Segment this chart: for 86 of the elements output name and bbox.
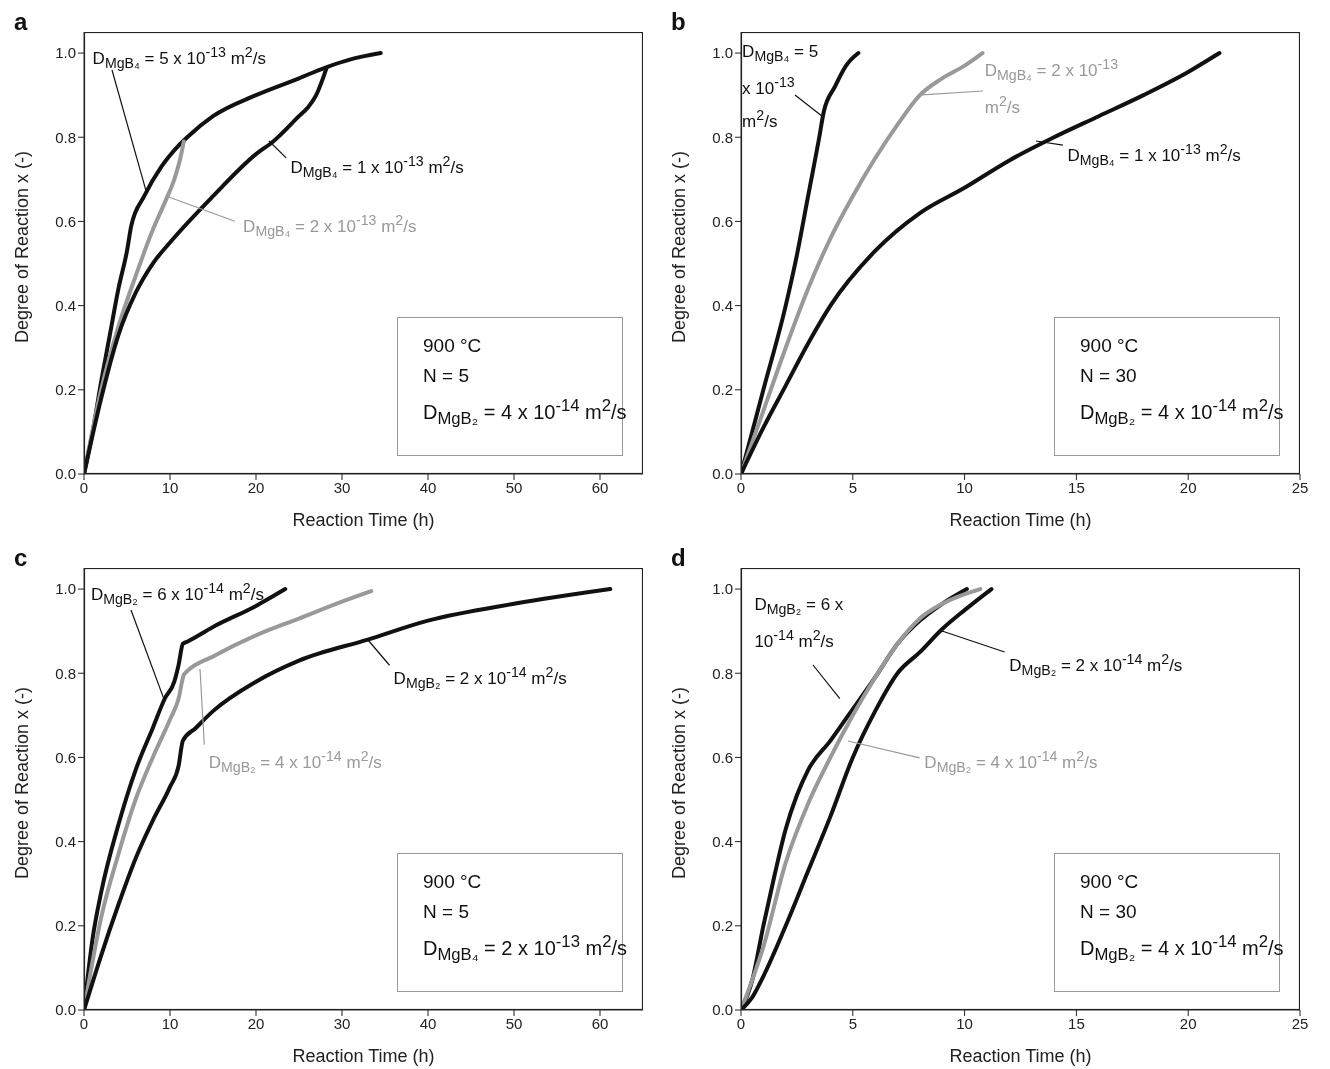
x-tick-label: 25 [1291,478,1309,496]
x-tick-label: 10 [161,1014,179,1032]
chart-title: c [14,544,28,572]
series-label: D$_{MgB₂}$ = 6 x 10$^{-14}$ m$^{2}$/s [90,580,264,608]
annotation: N = 5 [423,365,469,387]
x-tick-label: 15 [1068,478,1085,496]
x-tick-label: 50 [505,478,523,496]
annotation: N = 30 [1080,901,1137,923]
chart-title: d [671,544,686,572]
y-axis-title: Degree of Reaction x (-) [12,150,33,343]
y-tick-label: 0.8 [55,664,76,682]
x-tick-label: 15 [1068,1014,1085,1032]
x-tick-label: 20 [247,478,265,496]
annotation: D$_{MgB₂}$ = 4 x 10$^{-14}$ m$^{2}$/s [423,396,627,428]
y-tick-label: 0.4 [712,832,733,850]
x-tick-label: 60 [591,1014,609,1032]
x-axis-title: Reaction Time (h) [949,510,1092,530]
x-tick-label: 20 [247,1014,265,1032]
y-tick-label: 0.2 [55,917,76,935]
legend-label: D$_{MgB₄}$ = 1 x 10$^{-13}$ m$^{2}$/s [1067,140,1241,168]
y-tick-label: 0.8 [712,128,733,146]
annotation: 900 °C [423,335,482,357]
text: D$_{MgB₄}$ = 2 x 10$^{-13}$ m$^{2}$/s [984,56,1119,118]
chart-title: a [14,8,28,36]
legend-label: D$_{MgB₂}$ = 2 x 10$^{-14}$ m$^{2}$/s [393,664,567,692]
text: D$_{MgB₂}$ = 6 x 10$^{-14}$ m$^{2}$/s [754,594,844,651]
y-tick-label: 0.2 [712,381,733,399]
y-axis-title: Degree of Reaction x (-) [12,686,33,879]
x-tick-label: 10 [956,478,973,496]
x-tick-label: 30 [333,1014,351,1032]
annotation: 900 °C [1080,335,1139,357]
annotation: N = 5 [423,901,469,923]
legend-label: D$_{MgB₂}$ = 4 x 10$^{-14}$ m$^{2}$/s [924,748,1098,776]
y-tick-label: 1.0 [55,44,76,62]
y-tick-label: 0.2 [55,381,76,399]
y-tick-label: 0.4 [712,296,733,314]
x-tick-label: 0 [79,478,89,496]
annotation: D$_{MgB₄}$ = 2 x 10$^{-13}$ m$^{2}$/s [423,932,627,964]
y-tick-label: 0.4 [55,296,76,314]
y-tick-label: 0.4 [55,832,76,850]
x-tick-label: 5 [848,1014,857,1032]
x-tick-label: 0 [736,478,746,496]
x-axis-title: Reaction Time (h) [292,510,435,530]
x-tick-label: 25 [1291,1014,1309,1032]
y-tick-label: 0.0 [712,465,733,483]
y-tick-label: 0.6 [55,212,76,230]
legend-label: D$_{MgB₄}$ = 1 x 10$^{-13}$ m$^{2}$/s [290,153,464,181]
x-tick-label: 20 [1179,1014,1197,1032]
y-axis-title: Degree of Reaction x (-) [669,150,690,343]
x-axis-title: Reaction Time (h) [292,1046,435,1066]
y-axis-title: Degree of Reaction x (-) [669,686,690,879]
annotation: N = 30 [1080,365,1137,387]
annotation: D$_{MgB₂}$ = 4 x 10$^{-14}$ m$^{2}$/s [1080,932,1284,964]
x-axis-title: Reaction Time (h) [949,1046,1092,1066]
x-tick-label: 10 [161,478,179,496]
annotation: D$_{MgB₂}$ = 4 x 10$^{-14}$ m$^{2}$/s [1080,396,1284,428]
x-tick-label: 20 [1179,478,1197,496]
text: D$_{MgB₂}$ = 4 x 10$^{-14}$ m$^{2}$/s [208,748,382,776]
text: D$_{MgB₄}$ = 2 x 10$^{-13}$ m$^{2}$/s [243,212,417,240]
y-tick-label: 0.8 [712,664,733,682]
y-tick-label: 1.0 [55,580,76,598]
annotation: 900 °C [1080,871,1139,893]
x-tick-label: 10 [956,1014,973,1032]
chart-title: b [671,8,686,36]
x-tick-label: 30 [333,478,351,496]
y-tick-label: 0.0 [712,1001,733,1019]
series-label: D$_{MgB₄}$ = 5 x 10$^{-13}$ m$^{2}$/s [92,44,266,72]
y-tick-label: 0.6 [55,748,76,766]
y-tick-label: 0.2 [712,917,733,935]
x-tick-label: 40 [419,478,437,496]
x-tick-label: 50 [505,1014,523,1032]
y-tick-label: 0.6 [712,212,733,230]
x-tick-label: 40 [419,1014,437,1032]
y-tick-label: 1.0 [712,580,733,598]
x-tick-label: 0 [79,1014,89,1032]
y-tick-label: 0.6 [712,748,733,766]
text: D$_{MgB₄}$ = 5 x 10$^{-13}$ m$^{2}$/s [742,42,819,131]
text: D$_{MgB₂}$ = 2 x 10$^{-14}$ m$^{2}$/s [1009,651,1183,679]
x-tick-label: 60 [591,478,609,496]
annotation: 900 °C [423,871,482,893]
y-tick-label: 0.0 [55,465,76,483]
y-tick-label: 1.0 [712,44,733,62]
x-tick-label: 0 [736,1014,746,1032]
y-tick-label: 0.8 [55,128,76,146]
y-tick-label: 0.0 [55,1001,76,1019]
x-tick-label: 5 [848,478,857,496]
